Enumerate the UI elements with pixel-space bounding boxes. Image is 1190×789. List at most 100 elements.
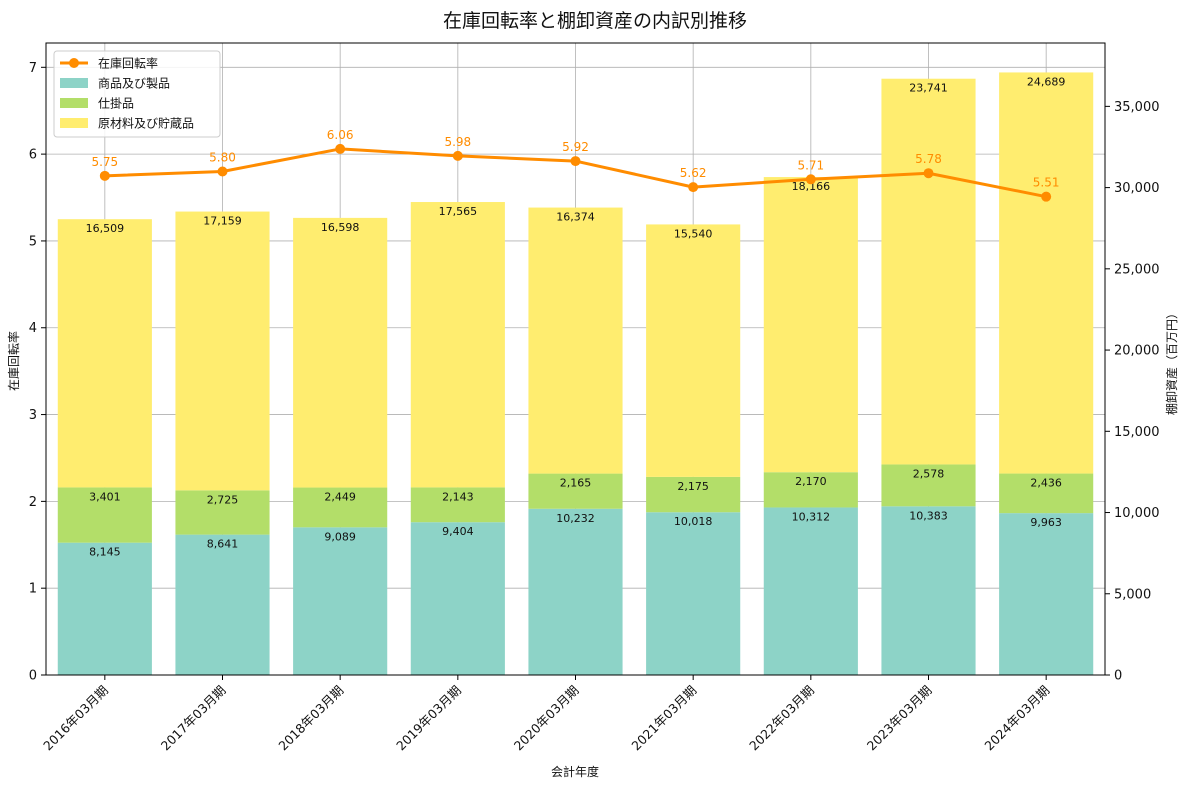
bar-segment xyxy=(293,527,388,675)
bar-value-label: 16,509 xyxy=(86,222,125,235)
y-axis-right-label: 棚卸資産（百万円） xyxy=(1164,307,1179,415)
bar-value-label: 9,089 xyxy=(324,530,356,543)
y-right-tick-label: 10,000 xyxy=(1114,506,1160,521)
bar-segment xyxy=(881,464,976,507)
bar-segment xyxy=(881,506,976,675)
x-tick-label: 2022年03月期 xyxy=(746,683,817,754)
bar-value-label: 2,175 xyxy=(677,480,709,493)
bar-value-label: 9,404 xyxy=(442,525,474,538)
bar-value-label: 10,383 xyxy=(909,509,948,522)
y-left-tick-label: 2 xyxy=(29,495,37,510)
bar-segment xyxy=(646,224,741,477)
legend-color-swatch xyxy=(60,118,88,128)
legend-entry-label: 在庫回転率 xyxy=(98,56,158,71)
bar-value-label: 8,641 xyxy=(207,538,239,551)
bar-value-label: 2,725 xyxy=(207,493,239,506)
x-tick-label: 2024年03月期 xyxy=(981,683,1052,754)
line-value-label: 5.51 xyxy=(1033,176,1060,190)
bar-segment xyxy=(646,476,741,513)
bar-value-label: 3,401 xyxy=(89,490,121,503)
line-layer: 5.75 5.80 6.06 5.98 5.92 5.62 5.71 5.78 5.51 xyxy=(91,128,1060,202)
y-right-tick-label: 30,000 xyxy=(1114,181,1160,196)
legend-entry-label: 原材料及び貯蔵品 xyxy=(98,117,194,131)
y-right-tick-label: 20,000 xyxy=(1114,344,1160,359)
bar-segment xyxy=(410,522,505,675)
x-tick-label: 2018年03月期 xyxy=(275,683,346,754)
line-value-label: 5.78 xyxy=(915,152,942,166)
y-left-tick-label: 7 xyxy=(29,61,37,76)
bar-value-label: 10,018 xyxy=(674,515,713,528)
bar-segment xyxy=(293,487,388,528)
y-left-tick-label: 4 xyxy=(29,321,37,336)
x-tick-label: 2021年03月期 xyxy=(628,683,699,754)
legend-entry-label: 商品及び製品 xyxy=(98,76,170,91)
y-left-tick-label: 6 xyxy=(29,148,37,163)
bar-segment xyxy=(763,472,858,508)
legend-color-swatch xyxy=(60,78,88,88)
legend-marker-swatch xyxy=(69,58,79,68)
bar-value-label: 9,963 xyxy=(1030,516,1062,529)
y-right-tick-label: 25,000 xyxy=(1114,262,1160,277)
x-tick-label: 2019年03月期 xyxy=(393,683,464,754)
line-value-label: 6.06 xyxy=(327,128,354,142)
line-point xyxy=(99,170,110,181)
line-value-label: 5.80 xyxy=(209,150,236,164)
x-tick-label: 2023年03月期 xyxy=(864,683,935,754)
bar-segment xyxy=(175,211,270,491)
line-value-label: 5.75 xyxy=(91,155,118,169)
line-value-label: 5.71 xyxy=(797,158,824,172)
line-value-label: 5.62 xyxy=(680,166,707,180)
bar-value-label: 23,741 xyxy=(909,82,948,95)
x-tick-label: 2016年03月期 xyxy=(40,683,111,754)
y-right-tick-label: 5,000 xyxy=(1114,587,1151,602)
bar-value-label: 2,170 xyxy=(795,475,827,488)
bar-segment xyxy=(999,473,1094,514)
bar-segment xyxy=(999,72,1094,474)
bar-layer: 8,145 8,641 9,089 9,404 10,232 10,018 10,312 10… xyxy=(57,72,1094,675)
line-point xyxy=(452,150,463,161)
line-point xyxy=(335,143,346,154)
bar-value-label: 17,565 xyxy=(439,205,478,218)
bar-segment xyxy=(293,217,388,488)
y-right-tick-label: 15,000 xyxy=(1114,425,1160,440)
legend-color-swatch xyxy=(60,98,88,108)
line-point xyxy=(688,182,699,193)
y-left-tick-label: 5 xyxy=(29,234,37,249)
bar-value-label: 2,578 xyxy=(913,467,945,480)
bar-segment xyxy=(410,487,505,523)
line-point xyxy=(805,174,816,185)
bar-segment xyxy=(57,487,152,543)
bar-segment xyxy=(410,202,505,488)
bar-segment xyxy=(646,512,741,675)
y-axis-left-label: 在庫回転率 xyxy=(6,331,21,391)
bar-segment xyxy=(175,490,270,535)
bar-value-label: 8,145 xyxy=(89,546,121,559)
bar-segment xyxy=(528,207,623,474)
bar-segment xyxy=(881,78,976,465)
bar-value-label: 2,165 xyxy=(560,477,592,490)
line-value-label: 5.98 xyxy=(444,135,471,149)
bar-value-label: 2,436 xyxy=(1030,477,1062,490)
bar-segment xyxy=(528,508,623,675)
x-tick-label: 2020年03月期 xyxy=(511,683,582,754)
line-point xyxy=(570,156,581,167)
line-point xyxy=(923,168,934,179)
bar-segment xyxy=(763,507,858,675)
chart-title: 在庫回転率と棚卸資産の内訳別推移 xyxy=(443,10,747,32)
bar-value-label: 10,232 xyxy=(556,512,595,525)
y-right-tick-label: 35,000 xyxy=(1114,100,1160,115)
x-tick-label: 2017年03月期 xyxy=(158,683,229,754)
legend-entry-label: 仕掛品 xyxy=(98,96,134,111)
bar-value-label: 18,166 xyxy=(792,180,831,193)
bar-segment xyxy=(999,513,1094,675)
y-left-tick-label: 3 xyxy=(29,408,37,423)
bar-segment xyxy=(57,542,152,675)
bar-value-label: 2,143 xyxy=(442,490,474,503)
bar-value-label: 2,449 xyxy=(324,491,356,504)
bar-value-label: 17,159 xyxy=(203,215,242,228)
y-left-tick-label: 0 xyxy=(29,669,37,684)
bar-segment xyxy=(175,534,270,675)
